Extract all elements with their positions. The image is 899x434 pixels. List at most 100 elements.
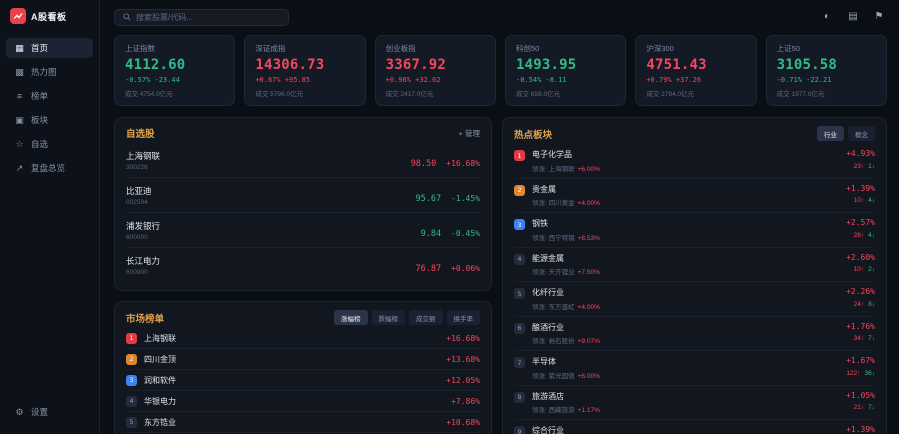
sector-pct: +1.39% [846, 425, 875, 434]
watchlist-row[interactable]: 上海钢联 300226 98.50 +16.68% [126, 143, 480, 177]
settings-label: 设置 [31, 407, 49, 417]
ranked-stock-name: 华银电力 [144, 396, 176, 406]
sector-up-down-counts: 21↑ 7↓ [854, 404, 875, 414]
index-value: 3367.92 [385, 57, 447, 73]
sector-name: 半导体 [532, 357, 556, 366]
index-card[interactable]: 上证50 3105.58 -0.71% -22.21 成交 1977.0亿元 [765, 35, 887, 106]
index-card[interactable]: 科创50 1493.95 -0.54% -8.11 成交 658.0亿元 [505, 35, 627, 106]
sidebar-item[interactable]: ▦ 首页 [6, 38, 93, 58]
index-value: 3105.58 [776, 57, 838, 73]
sector-row[interactable]: 4 能源金属 +2.60% 领涨: 天齐锂业 +7.50% 10↑ 2↓ [514, 246, 875, 282]
watchlist-row[interactable]: 长江电力 600900 76.87 +0.06% [126, 247, 480, 282]
sector-row[interactable]: 9 综合行业 +1.39% 领涨: 岭南控股+4.07% 41↑20↓ [514, 419, 875, 434]
ranking-tab[interactable]: 跌幅榜 [371, 310, 405, 325]
sector-main: 能源金属 +2.60% 领涨: 天齐锂业 +7.50% 10↑ 2↓ [532, 253, 875, 277]
sector-row[interactable]: 2 贵金属 +1.39% 领涨: 四川黄金 +4.00% 10↑ 4↓ [514, 177, 875, 213]
index-card[interactable]: 沪深300 4751.43 +0.79% +37.26 成交 2794.0亿元 [635, 35, 757, 106]
ranking-header: 市场榜单 涨幅榜 跌幅榜 成交额 换手率 [126, 310, 480, 325]
index-change: +0.67% +95.85 [255, 76, 311, 84]
sidebar-item-icon: ↗ [15, 162, 24, 173]
stock-change-pct: -1.45% [451, 193, 480, 203]
sector-row[interactable]: 1 电子化学品 +4.93% 领涨: 上海钢联 +6.00% 23↑ 1↓ [514, 144, 875, 178]
sector-leader-pct: +7.50% [577, 269, 600, 276]
index-value: 14306.73 [255, 57, 325, 73]
sidebar-item[interactable]: ≡ 榜单 [6, 86, 93, 106]
sector-row[interactable]: 6 酿酒行业 +1.76% 领涨: 岩石股份 +9.07% 34↑ 7↓ [514, 315, 875, 351]
sector-rank-badge: 4 [514, 253, 525, 265]
sector-row[interactable]: 5 化纤行业 +2.26% 领涨: 东方盛虹 +4.00% 24↑ 8↓ [514, 281, 875, 316]
sector-name: 综合行业 [532, 426, 564, 434]
sector-up-down-counts: 122↑ 36↓ [846, 370, 875, 380]
ranking-row[interactable]: 5 东方锆业 +10.68% [126, 411, 480, 432]
index-change: -0.54% -8.11 [516, 76, 567, 84]
manage-watchlist-button[interactable]: + 管理 [458, 128, 480, 138]
index-value: 1493.95 [516, 57, 577, 73]
bookmark-icon[interactable]: ⚑ [871, 9, 887, 25]
gear-icon: ⚙ [15, 406, 24, 417]
index-name: 创业板指 [385, 44, 416, 53]
watchlist-header: 自选股 + 管理 [126, 126, 480, 141]
theme-toggle-icon[interactable]: ◐ [819, 9, 835, 25]
watchlist-values: 98.50 +16.68% [411, 151, 480, 170]
sector-line2: 领涨: 东方盛虹 +4.00% 24↑ 8↓ [532, 301, 875, 311]
sector-line2: 领涨: 紫光国微 +6.00% 122↑ 36↓ [532, 370, 875, 380]
sectors-tab[interactable]: 概念 [848, 126, 875, 141]
ranked-stock-pct: +12.05% [446, 375, 480, 385]
sector-main: 酿酒行业 +1.76% 领涨: 岩石股份 +9.07% 34↑ 7↓ [532, 322, 875, 346]
right-column: 热点板块 行业 概念 1 [502, 117, 887, 434]
ranking-title: 市场榜单 [126, 313, 165, 325]
index-turnover: 成交 1977.0亿元 [776, 91, 825, 98]
stock-change-pct: -0.45% [451, 228, 480, 238]
index-card[interactable]: 深证成指 14306.73 +0.67% +95.85 成交 5796.0亿元 [244, 35, 366, 106]
sector-name: 贵金属 [532, 184, 556, 194]
sidebar-item[interactable]: ▣ 板块 [6, 110, 93, 130]
sector-pct: +2.57% [846, 218, 875, 227]
watchlist-row[interactable]: 比亚迪 002594 95.67 -1.45% [126, 177, 480, 212]
sector-main: 化纤行业 +2.26% 领涨: 东方盛虹 +4.00% 24↑ 8↓ [532, 287, 875, 311]
ranking-tab[interactable]: 换手率 [446, 310, 480, 325]
watchlist-stock: 长江电力 600900 [126, 255, 160, 276]
left-column: 自选股 + 管理 上海钢联 300226 9 [114, 117, 492, 434]
watchlist-stock: 比亚迪 002594 [126, 185, 152, 206]
sector-row[interactable]: 7 半导体 +1.67% 领涨: 紫光国微 +6.00% 122↑ 36↓ [514, 350, 875, 385]
sector-name: 钢铁 [532, 219, 548, 228]
sector-row[interactable]: 8 旅游酒店 +1.05% 领涨: 西藏旅游 +1.17% 21↑ 7↓ [514, 384, 875, 420]
sidebar-item-label: 首页 [31, 43, 49, 53]
sector-line1: 旅游酒店 +1.05% [532, 391, 875, 402]
sector-line1: 化纤行业 +2.26% [532, 287, 875, 298]
ranking-row[interactable]: 3 润和软件 +12.05% [126, 369, 480, 390]
index-card[interactable]: 创业板指 3367.92 +0.96% +32.02 成交 2417.0亿元 [374, 35, 496, 106]
index-card[interactable]: 上证指数 4112.60 -0.57% -23.44 成交 4754.0亿元 [114, 35, 236, 106]
sidebar-item[interactable]: ☆ 自选 [6, 134, 93, 154]
sidebar-item[interactable]: ▩ 热力图 [6, 62, 93, 82]
sector-row[interactable]: 3 钢铁 +2.57% 领涨: 西宁特钢 +8.53% 28↑ 4↓ [514, 212, 875, 247]
sector-leader: 领涨: 四川黄金 +4.00% [532, 197, 600, 207]
ranking-row[interactable]: 1 上海钢联 +16.68% [126, 328, 480, 348]
watchlist-stock: 浦发银行 600000 [126, 220, 160, 241]
sector-rank-badge: 7 [514, 357, 525, 368]
rank-badge: 1 [126, 332, 137, 344]
down-count: 7↓ [868, 335, 875, 342]
logo-icon [10, 8, 26, 24]
ranked-stock-name: 四川金顶 [144, 354, 176, 364]
sidebar-item-settings[interactable]: ⚙ 设置 [6, 402, 93, 422]
sector-main: 旅游酒店 +1.05% 领涨: 西藏旅游 +1.17% 21↑ 7↓ [532, 391, 875, 415]
ranking-row[interactable]: 4 华银电力 +7.86% [126, 390, 480, 411]
sidebar-bottom: ⚙ 设置 [0, 400, 99, 424]
ranking-tab[interactable]: 成交额 [409, 310, 443, 325]
sector-line2: 领涨: 四川黄金 +4.00% 10↑ 4↓ [532, 197, 875, 207]
ranking-row[interactable]: 6 雪龙集团 +10.89% [126, 432, 480, 434]
sidebar-item-label: 热力图 [31, 67, 57, 77]
watchlist-row[interactable]: 浦发银行 600000 9.84 -0.45% [126, 212, 480, 247]
sector-line1: 电子化学品 +4.93% [532, 149, 875, 160]
sidebar-item-label: 榜单 [31, 91, 49, 101]
ranking-tab[interactable]: 涨幅榜 [334, 310, 368, 325]
sectors-tab[interactable]: 行业 [817, 126, 844, 141]
sidebar-item[interactable]: ↗ 复盘总览 [6, 158, 93, 178]
calendar-icon[interactable]: ▤ [845, 9, 861, 25]
sector-main: 钢铁 +2.57% 领涨: 西宁特钢 +8.53% 28↑ 4↓ [532, 218, 875, 242]
search-input[interactable] [136, 12, 280, 22]
stock-price: 9.84 [420, 228, 442, 239]
ranking-row[interactable]: 2 四川金顶 +13.68% [126, 348, 480, 369]
index-change: +0.96% +32.02 [385, 76, 441, 84]
